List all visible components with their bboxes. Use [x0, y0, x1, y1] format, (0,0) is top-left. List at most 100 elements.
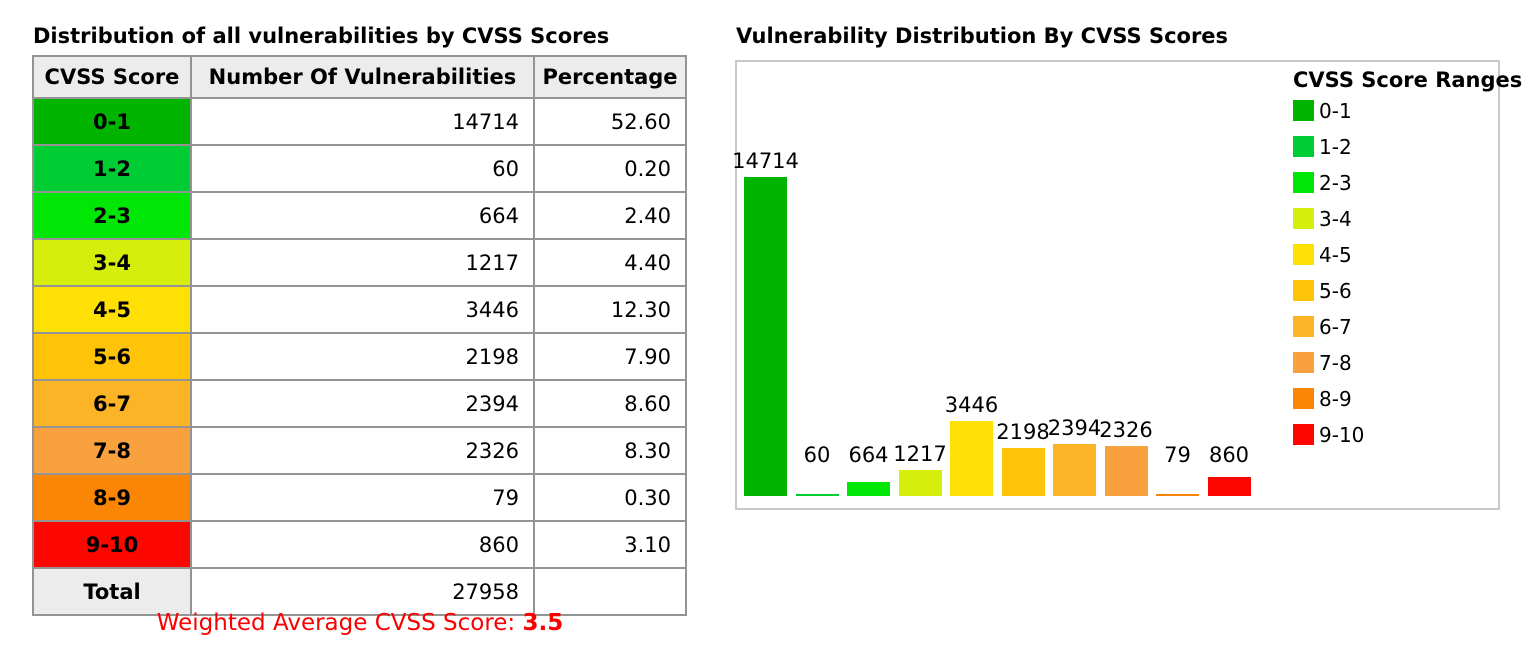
percentage-cell: 8.30: [533, 426, 687, 475]
legend-item: 1-2: [1293, 134, 1493, 159]
count-cell: 2198: [190, 332, 535, 381]
table-row: 2-3 664 2.40: [32, 191, 687, 240]
legend-label: 1-2: [1319, 134, 1352, 159]
total-percentage-cell: [533, 567, 687, 616]
legend-item: 2-3: [1293, 170, 1493, 195]
percentage-cell: 52.60: [533, 97, 687, 146]
percentage-cell: 2.40: [533, 191, 687, 240]
legend-label: 4-5: [1319, 242, 1352, 267]
bar-3-4: [898, 469, 942, 496]
chart-title: Vulnerability Distribution By CVSS Score…: [736, 24, 1229, 48]
table-title: Distribution of all vulnerabilities by C…: [33, 24, 610, 48]
col-header-percentage: Percentage: [533, 55, 687, 99]
table-row: 7-8 2326 8.30: [32, 426, 687, 475]
legend-item: 7-8: [1293, 350, 1493, 375]
range-cell: 1-2: [32, 144, 192, 193]
count-cell: 14714: [190, 97, 535, 146]
legend-swatch-icon: [1293, 208, 1314, 229]
legend-item: 4-5: [1293, 242, 1493, 267]
count-cell: 860: [190, 520, 535, 569]
legend-swatch-icon: [1293, 136, 1314, 157]
table-row: 8-9 79 0.30: [32, 473, 687, 522]
legend-label: 6-7: [1319, 314, 1352, 339]
count-cell: 1217: [190, 238, 535, 287]
bar-4-5: [950, 421, 993, 496]
bar-7-8: [1104, 445, 1148, 496]
table-row: 6-7 2394 8.60: [32, 379, 687, 428]
table-row: 4-5 3446 12.30: [32, 285, 687, 334]
range-cell: 5-6: [32, 332, 192, 381]
legend-swatch-icon: [1293, 316, 1314, 337]
range-cell: 9-10: [32, 520, 192, 569]
legend-title: CVSS Score Ranges: [1293, 68, 1523, 92]
legend-label: 8-9: [1319, 386, 1352, 411]
count-cell: 79: [190, 473, 535, 522]
legend-swatch-icon: [1293, 388, 1314, 409]
range-cell: 7-8: [32, 426, 192, 475]
bar-value-label: 860: [1208, 443, 1250, 467]
weighted-average-label: Weighted Average CVSS Score:: [156, 610, 523, 636]
legend-label: 3-4: [1319, 206, 1352, 231]
bar-0-1: [744, 177, 787, 496]
legend-item: 5-6: [1293, 279, 1493, 303]
table-total-row: Total 27958: [32, 567, 687, 616]
bar-value-label: 2326: [1099, 417, 1153, 442]
bar-1-2: [795, 494, 839, 496]
legend-label: 0-1: [1319, 98, 1352, 123]
percentage-cell: 8.60: [533, 379, 687, 428]
bar-value-label: 1217: [893, 441, 947, 466]
legend-swatch-icon: [1293, 280, 1314, 301]
bar-6-7: [1053, 444, 1096, 496]
legend-label: 9-10: [1319, 422, 1365, 447]
col-header-number-of-vulnerabilities: Number Of Vulnerabilities: [190, 55, 535, 99]
range-cell: 2-3: [32, 191, 192, 240]
bar-chart: 14714 60 664 1217 3446 2198 2394 2326 79 860 CVSS…: [732, 60, 1523, 510]
table-row: 3-4 1217 4.40: [32, 238, 687, 287]
range-cell: 3-4: [32, 238, 192, 287]
bar-value-label: 14714: [732, 149, 799, 173]
percentage-cell: 3.10: [533, 520, 687, 569]
legend-item: 3-4: [1293, 206, 1493, 231]
range-cell: 6-7: [32, 379, 192, 428]
table-row: 1-2 60 0.20: [32, 144, 687, 193]
legend-item: 8-9: [1293, 386, 1493, 411]
bar-value-label: 3446: [944, 393, 999, 418]
count-cell: 3446: [190, 285, 535, 334]
legend-label: 7-8: [1319, 350, 1352, 375]
legend-swatch-icon: [1293, 100, 1314, 121]
count-cell: 664: [190, 191, 535, 240]
chart-legend: CVSS Score Ranges 0-1 1-2 2-3 3-4 4-5 5-6 6-7 7…: [1293, 68, 1523, 460]
bar-2-3: [847, 481, 890, 496]
bar-value-label: 2198: [996, 420, 1050, 445]
weighted-average-line: Weighted Average CVSS Score: 3.5: [32, 610, 688, 636]
legend-item: 0-1: [1293, 98, 1493, 123]
cvss-distribution-table: CVSS Score Number Of Vulnerabilities Per…: [32, 55, 687, 616]
count-cell: 2394: [190, 379, 535, 428]
range-cell: 8-9: [32, 473, 192, 522]
total-count-cell: 27958: [190, 567, 535, 616]
count-cell: 2326: [190, 426, 535, 475]
legend-items: 0-1 1-2 2-3 3-4 4-5 5-6 6-7 7-8 8-9 9-10: [1293, 98, 1493, 447]
table-row: 5-6 2198 7.90: [32, 332, 687, 381]
legend-swatch-icon: [1293, 244, 1314, 265]
legend-swatch-icon: [1293, 424, 1314, 445]
table-row: 0-1 14714 52.60: [32, 97, 687, 146]
percentage-cell: 4.40: [533, 238, 687, 287]
cvss-table-body: 0-1 14714 52.60 1-2 60 0.20 2-3 664 2.40 3-4 1217 4…: [32, 97, 687, 616]
bar-value-label: 79: [1164, 443, 1191, 467]
percentage-cell: 7.90: [533, 332, 687, 381]
percentage-cell: 0.20: [533, 144, 687, 193]
bar-8-9: [1156, 494, 1199, 496]
table-row: 9-10 860 3.10: [32, 520, 687, 569]
bar-value-label: 2394: [1047, 416, 1102, 441]
range-cell: 0-1: [32, 97, 192, 146]
bars-layer: 14714 60 664 1217 3446 2198 2394 2326 79 860: [732, 62, 1498, 508]
legend-item: 9-10: [1293, 422, 1493, 447]
legend-swatch-icon: [1293, 172, 1314, 193]
legend-label: 2-3: [1319, 170, 1352, 195]
col-header-cvss-score: CVSS Score: [32, 55, 192, 99]
percentage-cell: 0.30: [533, 473, 687, 522]
weighted-average-value: 3.5: [522, 610, 564, 636]
bar-9-10: [1207, 477, 1251, 496]
bar-5-6: [1001, 448, 1045, 496]
